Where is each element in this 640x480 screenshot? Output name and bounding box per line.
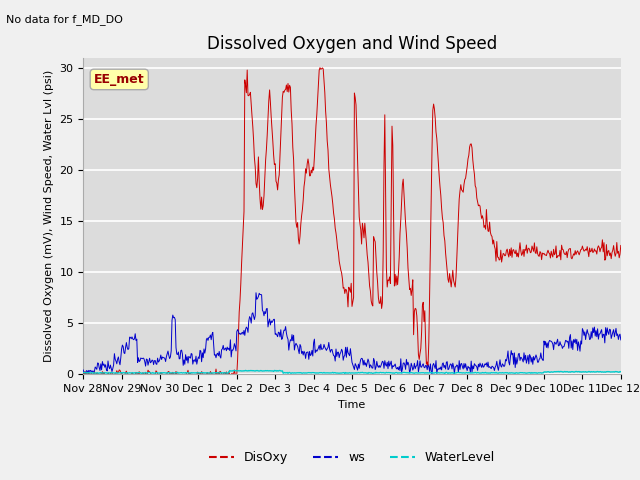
Title: Dissolved Oxygen and Wind Speed: Dissolved Oxygen and Wind Speed	[207, 35, 497, 53]
Y-axis label: Dissolved Oxygen (mV), Wind Speed, Water Lvl (psi): Dissolved Oxygen (mV), Wind Speed, Water…	[44, 70, 54, 362]
Legend: DisOxy, ws, WaterLevel: DisOxy, ws, WaterLevel	[204, 446, 500, 469]
X-axis label: Time: Time	[339, 400, 365, 409]
Text: EE_met: EE_met	[94, 73, 145, 86]
Text: No data for f_MD_DO: No data for f_MD_DO	[6, 14, 124, 25]
